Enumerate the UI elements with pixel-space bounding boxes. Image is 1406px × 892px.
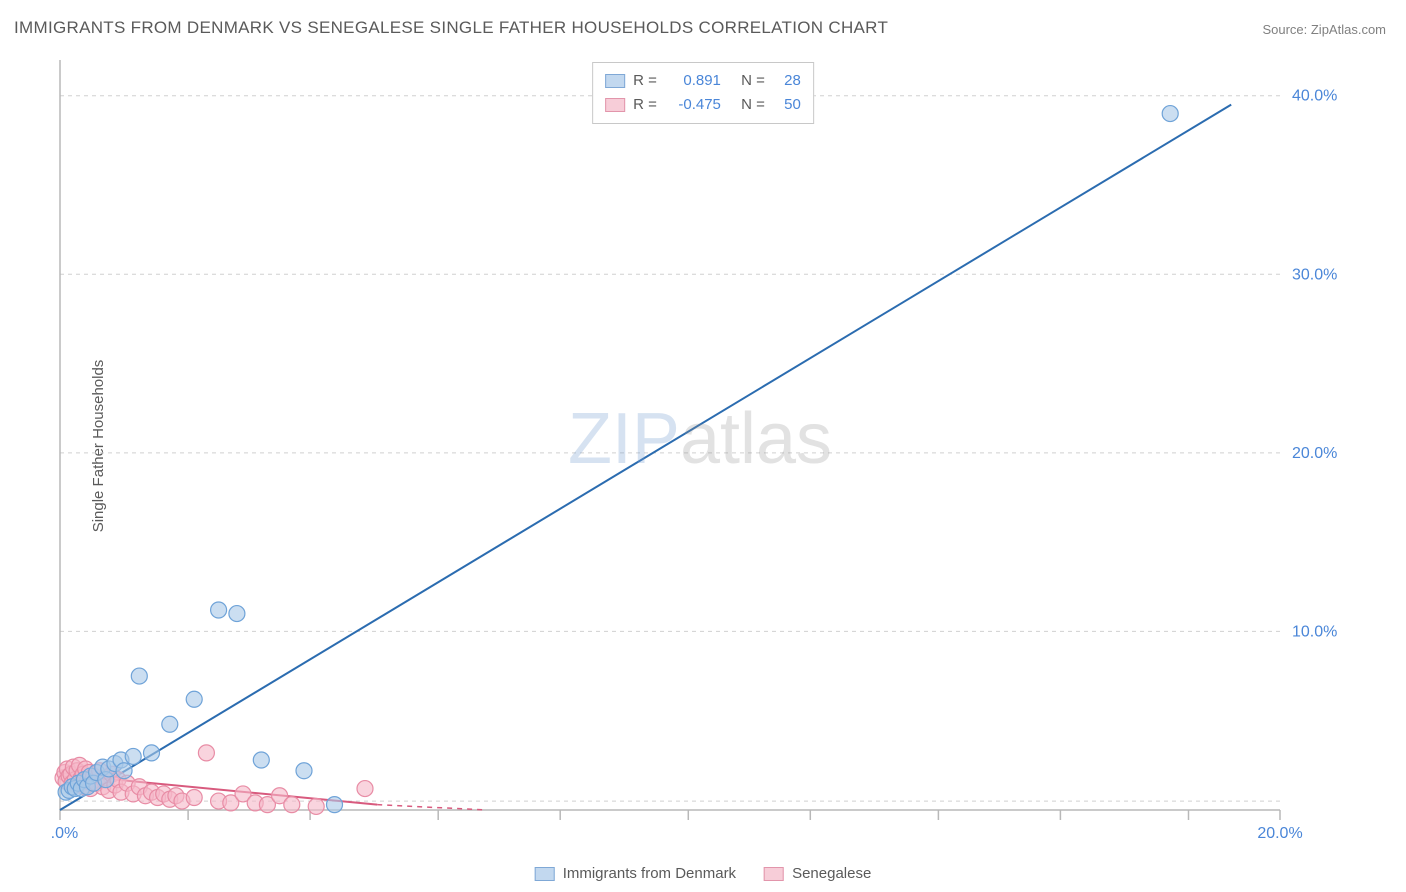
svg-text:20.0%: 20.0% [1292, 445, 1337, 462]
n-label-2: N = [741, 93, 765, 117]
r-label-2: R = [633, 93, 657, 117]
swatch-blue-icon [605, 74, 625, 88]
source-text: Source: ZipAtlas.com [1262, 22, 1386, 37]
svg-text:0.0%: 0.0% [50, 825, 78, 842]
svg-text:20.0%: 20.0% [1257, 825, 1302, 842]
r-label: R = [633, 69, 657, 93]
r-value-pink: -0.475 [665, 93, 721, 117]
stats-row-pink: R = -0.475 N = 50 [605, 93, 801, 117]
n-value-blue: 28 [773, 69, 801, 93]
plot-area: 10.0%20.0%30.0%40.0%0.0%20.0% ZIPatlas [50, 60, 1350, 850]
stats-row-blue: R = 0.891 N = 28 [605, 69, 801, 93]
legend-item-blue: Immigrants from Denmark [535, 865, 736, 882]
chart-title: IMMIGRANTS FROM DENMARK VS SENEGALESE SI… [14, 18, 888, 38]
chart-svg: 10.0% 20.0% 30.0% 40.0% 0.0% 20.0% [50, 60, 1350, 850]
legend-label-blue: Immigrants from Denmark [563, 865, 736, 882]
svg-text:30.0%: 30.0% [1292, 266, 1337, 283]
svg-text:40.0%: 40.0% [1292, 88, 1337, 105]
bottom-legend: Immigrants from Denmark Senegalese [535, 865, 872, 882]
legend-swatch-blue-icon [535, 867, 555, 881]
svg-text:10.0%: 10.0% [1292, 623, 1337, 640]
n-value-pink: 50 [773, 93, 801, 117]
stats-legend: R = 0.891 N = 28 R = -0.475 N = 50 [592, 62, 814, 124]
r-value-blue: 0.891 [665, 69, 721, 93]
legend-swatch-pink-icon [764, 867, 784, 881]
legend-item-pink: Senegalese [764, 865, 871, 882]
legend-label-pink: Senegalese [792, 865, 871, 882]
n-label: N = [741, 69, 765, 93]
swatch-pink-icon [605, 98, 625, 112]
